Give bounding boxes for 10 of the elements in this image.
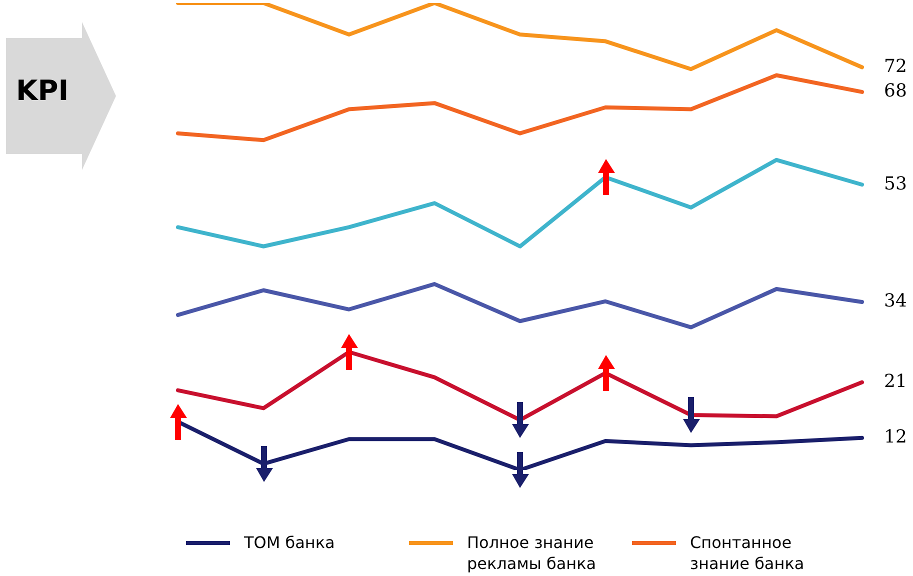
data-label: 72 [884,56,907,77]
arrow-shape: KPI [6,22,116,170]
legend-label: Спонтанное знание банка [690,532,806,574]
data-label: 68 [884,80,907,102]
data-label: 21 [884,370,907,392]
data-label: 34 [884,290,907,312]
legend-label: ТОМ банка [244,532,336,553]
data-label: 12 [884,426,907,448]
data-label: 53 [884,173,907,194]
legend-label: Полное знание рекламы банка [467,532,598,574]
